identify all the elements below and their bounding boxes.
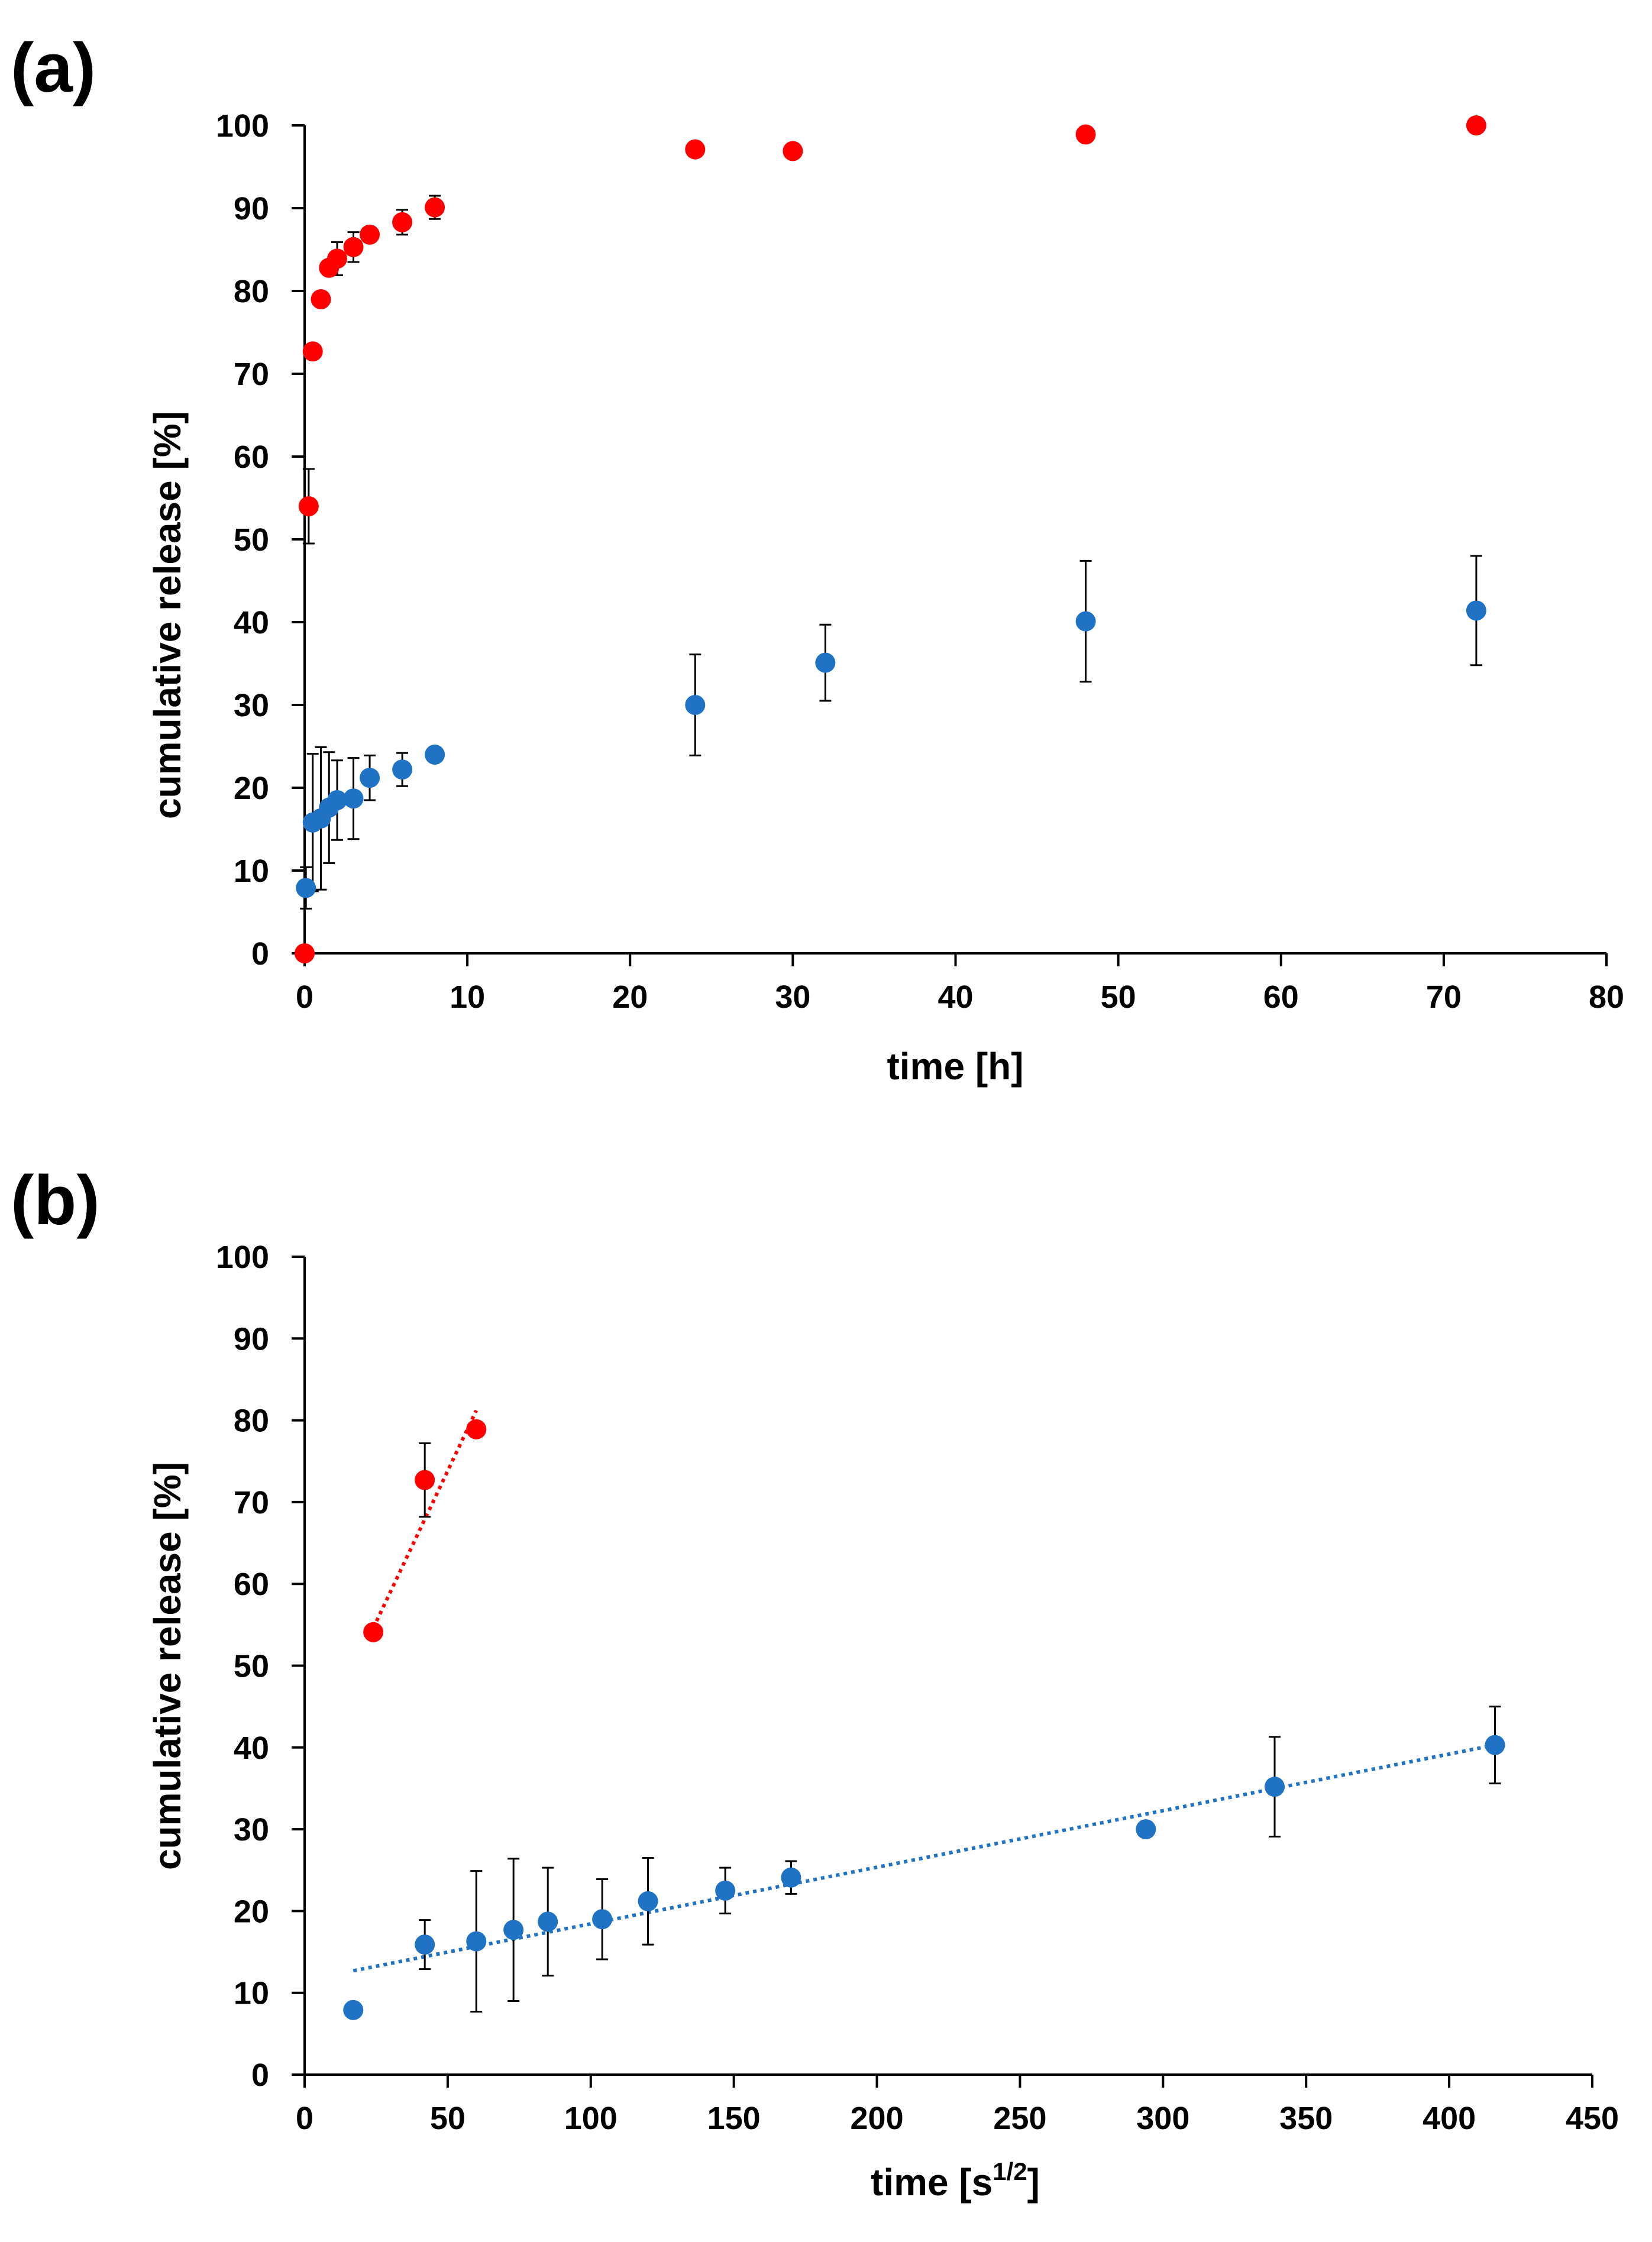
plot-area-a: 0 10 20 30 40 50 60 70 80 90 100 0 10 20 30 40 50 60 70 80 bbox=[216, 108, 1624, 1015]
chart-panel-a: (a) cumulative release [%] time [h] 0 10 2… bbox=[11, 29, 1624, 1088]
data-point-blue-b bbox=[1485, 1735, 1505, 1755]
data-point-blue-a bbox=[392, 759, 413, 780]
data-point-blue-b bbox=[1265, 1777, 1285, 1797]
data-point-red-a bbox=[298, 496, 319, 516]
y-tick-label-a: 50 bbox=[234, 522, 269, 558]
y-tick-label-b: 20 bbox=[234, 1894, 269, 1929]
y-tick-label-a: 20 bbox=[234, 771, 269, 806]
x-tick-label-b: 0 bbox=[296, 2101, 313, 2136]
y-axis-title-b: cumulative release [%] bbox=[146, 1462, 189, 1870]
x-axis-title-b-sup: 1/2 bbox=[993, 2157, 1027, 2185]
y-tick-label-a: 30 bbox=[234, 688, 269, 723]
x-tick-label-b: 150 bbox=[707, 2101, 761, 2136]
x-tick-label-a: 10 bbox=[450, 979, 485, 1015]
trendline-blue-b bbox=[353, 1743, 1496, 1973]
panel-label-b: (b) bbox=[11, 1162, 100, 1240]
x-tick-label-b: 300 bbox=[1136, 2101, 1189, 2136]
chart-panel-b: (b) cumulative release [%] time [s1/2] 0… bbox=[11, 1162, 1619, 2204]
panel-label-a: (a) bbox=[11, 29, 96, 107]
data-point-blue-a bbox=[815, 652, 836, 673]
x-axis-title-b: time [s1/2] bbox=[871, 2157, 1040, 2204]
x-tick-label-b: 50 bbox=[430, 2101, 465, 2136]
data-point-red-a bbox=[360, 224, 380, 245]
x-tick-label-a: 20 bbox=[612, 979, 648, 1015]
data-point-red-a bbox=[425, 197, 445, 218]
data-point-blue-b bbox=[343, 2000, 364, 2020]
data-point-blue-a bbox=[685, 695, 706, 715]
y-tick-label-b: 90 bbox=[234, 1321, 269, 1357]
data-point-red-b bbox=[363, 1622, 384, 1642]
y-tick-label-b: 40 bbox=[234, 1730, 269, 1766]
x-tick-label-a: 50 bbox=[1101, 979, 1136, 1015]
x-tick-label-b: 400 bbox=[1423, 2101, 1476, 2136]
x-tick-label-a: 0 bbox=[296, 979, 313, 1015]
y-tick-label-a: 0 bbox=[251, 936, 269, 972]
data-point-red-a bbox=[1075, 124, 1096, 145]
x-tick-label-a: 80 bbox=[1589, 979, 1624, 1015]
plot-area-b: 0 10 20 30 40 50 60 70 80 90 100 0 50 100 150 200 250 300… bbox=[216, 1240, 1619, 2136]
data-point-red-a bbox=[1466, 115, 1486, 135]
data-point-blue-a bbox=[1075, 611, 1096, 632]
y-tick-label-a: 80 bbox=[234, 274, 269, 309]
data-point-blue-b bbox=[715, 1880, 736, 1901]
y-tick-label-a: 100 bbox=[216, 108, 269, 144]
y-tick-label-a: 70 bbox=[234, 357, 269, 392]
x-tick-label-a: 40 bbox=[937, 979, 973, 1015]
data-point-blue-a bbox=[1466, 600, 1486, 621]
data-point-red-b bbox=[415, 1470, 435, 1490]
x-tick-label-b: 200 bbox=[851, 2101, 904, 2136]
x-tick-label-a: 60 bbox=[1263, 979, 1299, 1015]
data-point-red-a bbox=[392, 212, 413, 232]
data-point-blue-a bbox=[425, 745, 445, 765]
data-point-red-a bbox=[327, 248, 348, 269]
y-tick-label-b: 60 bbox=[234, 1567, 269, 1602]
x-tick-label-b: 100 bbox=[564, 2101, 618, 2136]
data-point-blue-b bbox=[781, 1867, 801, 1888]
x-tick-label-a: 30 bbox=[775, 979, 810, 1015]
y-tick-label-b: 50 bbox=[234, 1649, 269, 1684]
y-tick-label-b: 100 bbox=[216, 1240, 269, 1275]
y-tick-label-a: 90 bbox=[234, 191, 269, 227]
x-axis-title-b-suffix: ] bbox=[1027, 2161, 1040, 2204]
y-tick-label-b: 10 bbox=[234, 1976, 269, 2011]
data-point-blue-a bbox=[296, 878, 316, 898]
data-point-blue-b bbox=[592, 1909, 613, 1930]
x-tick-label-b: 250 bbox=[993, 2101, 1046, 2136]
data-point-blue-b bbox=[466, 1931, 487, 1952]
y-tick-label-a: 10 bbox=[234, 853, 269, 889]
data-point-blue-b bbox=[1136, 1819, 1156, 1840]
data-point-red-a bbox=[295, 943, 315, 963]
x-axis-title-b-main: time [s bbox=[871, 2161, 993, 2204]
data-point-blue-a bbox=[343, 788, 364, 809]
y-tick-label-b: 80 bbox=[234, 1403, 269, 1439]
data-point-blue-b bbox=[503, 1920, 524, 1940]
data-point-blue-b bbox=[415, 1934, 435, 1955]
data-point-blue-a bbox=[360, 768, 380, 788]
data-point-blue-b bbox=[638, 1891, 658, 1911]
data-point-red-a bbox=[783, 141, 803, 161]
x-axis-title-a: time [h] bbox=[887, 1045, 1023, 1088]
trendline-red-b bbox=[371, 1409, 478, 1629]
data-point-red-a bbox=[311, 289, 331, 309]
data-point-blue-b bbox=[538, 1911, 558, 1932]
y-tick-label-b: 30 bbox=[234, 1812, 269, 1848]
data-point-red-a bbox=[685, 139, 706, 160]
y-tick-label-a: 60 bbox=[234, 439, 269, 475]
x-tick-label-b: 350 bbox=[1279, 2101, 1333, 2136]
data-point-red-a bbox=[343, 237, 364, 257]
y-tick-label-b: 0 bbox=[251, 2057, 269, 2093]
x-tick-label-b: 450 bbox=[1566, 2101, 1619, 2136]
data-point-blue-a bbox=[327, 790, 348, 810]
y-tick-label-a: 40 bbox=[234, 605, 269, 640]
y-axis-title-a: cumulative release [%] bbox=[146, 411, 189, 819]
y-tick-label-b: 70 bbox=[234, 1485, 269, 1520]
x-tick-label-a: 70 bbox=[1426, 979, 1462, 1015]
data-point-red-b bbox=[466, 1419, 487, 1439]
data-point-red-a bbox=[302, 341, 323, 362]
